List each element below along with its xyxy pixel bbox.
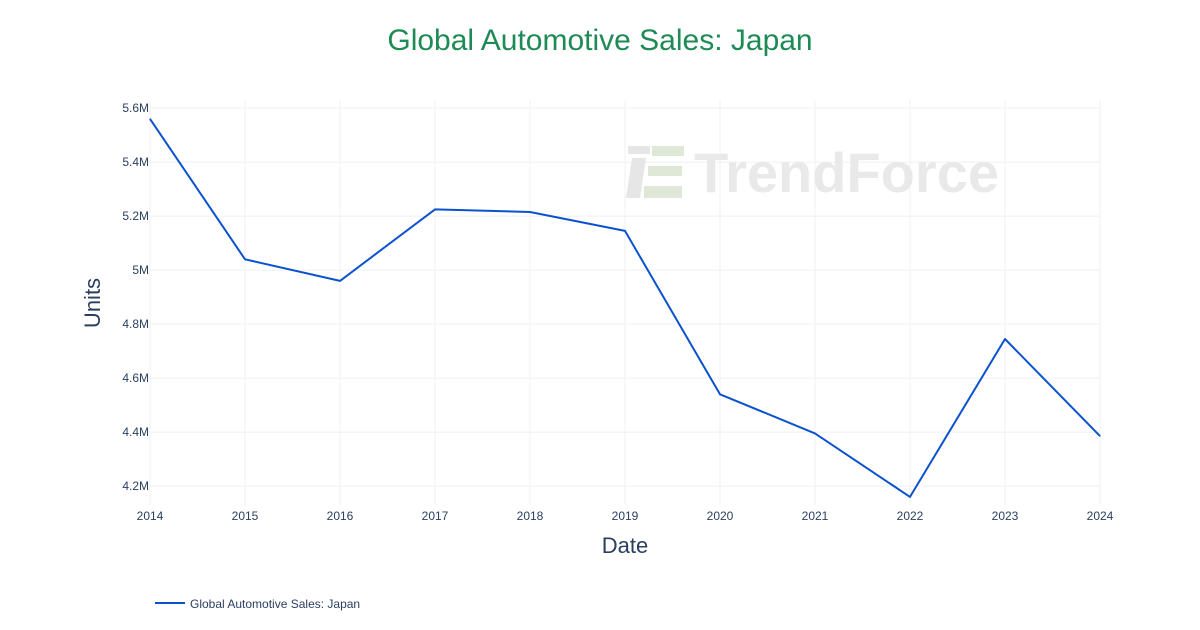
y-tick-label: 5.4M	[122, 155, 149, 169]
x-tick-label: 2014	[137, 509, 164, 523]
x-axis-title: Date	[602, 533, 648, 558]
x-tick-label: 2023	[992, 509, 1019, 523]
x-tick-label: 2021	[802, 509, 829, 523]
y-tick-label: 5.6M	[122, 101, 149, 115]
data-point[interactable]	[149, 118, 151, 120]
y-tick-label: 4.2M	[122, 479, 149, 493]
data-point[interactable]	[434, 208, 436, 210]
series-points	[149, 118, 1101, 498]
chart-title: Global Automotive Sales: Japan	[387, 24, 812, 57]
y-tick-label: 4.6M	[122, 371, 149, 385]
trendforce-watermark: TrendForce	[626, 141, 999, 204]
data-point[interactable]	[909, 496, 911, 498]
y-axis-title: Units	[80, 278, 105, 328]
data-point[interactable]	[624, 230, 626, 232]
x-tick-label: 2016	[327, 509, 354, 523]
data-point[interactable]	[339, 280, 341, 282]
x-tick-label: 2020	[707, 509, 734, 523]
data-point[interactable]	[1004, 338, 1006, 340]
y-tick-label: 4.4M	[122, 425, 149, 439]
data-point[interactable]	[719, 393, 721, 395]
x-gridlines	[149, 100, 1101, 505]
watermark-text: TrendForce	[694, 141, 999, 204]
data-point[interactable]	[1099, 435, 1101, 437]
x-tick-label: 2018	[517, 509, 544, 523]
x-tick-labels: 2014 2015 2016 2017 2018 2019 2020 2021 2022 2023…	[137, 509, 1114, 523]
y-tick-label: 5M	[132, 263, 149, 277]
y-tick-label: 5.2M	[122, 209, 149, 223]
legend[interactable]: Global Automotive Sales: Japan	[155, 597, 360, 611]
data-point[interactable]	[244, 258, 246, 260]
data-point[interactable]	[814, 432, 816, 434]
trendforce-logo-icon	[626, 146, 684, 198]
data-point[interactable]	[529, 211, 531, 213]
x-tick-label: 2019	[612, 509, 639, 523]
x-tick-label: 2024	[1087, 509, 1114, 523]
y-tick-labels: 4.2M 4.4M 4.6M 4.8M 5M 5.2M 5.4M 5.6M	[122, 101, 149, 493]
x-tick-label: 2017	[422, 509, 449, 523]
x-tick-label: 2022	[897, 509, 924, 523]
legend-label: Global Automotive Sales: Japan	[190, 597, 360, 611]
y-gridlines	[150, 107, 1100, 487]
y-tick-label: 4.8M	[122, 317, 149, 331]
x-tick-label: 2015	[232, 509, 259, 523]
